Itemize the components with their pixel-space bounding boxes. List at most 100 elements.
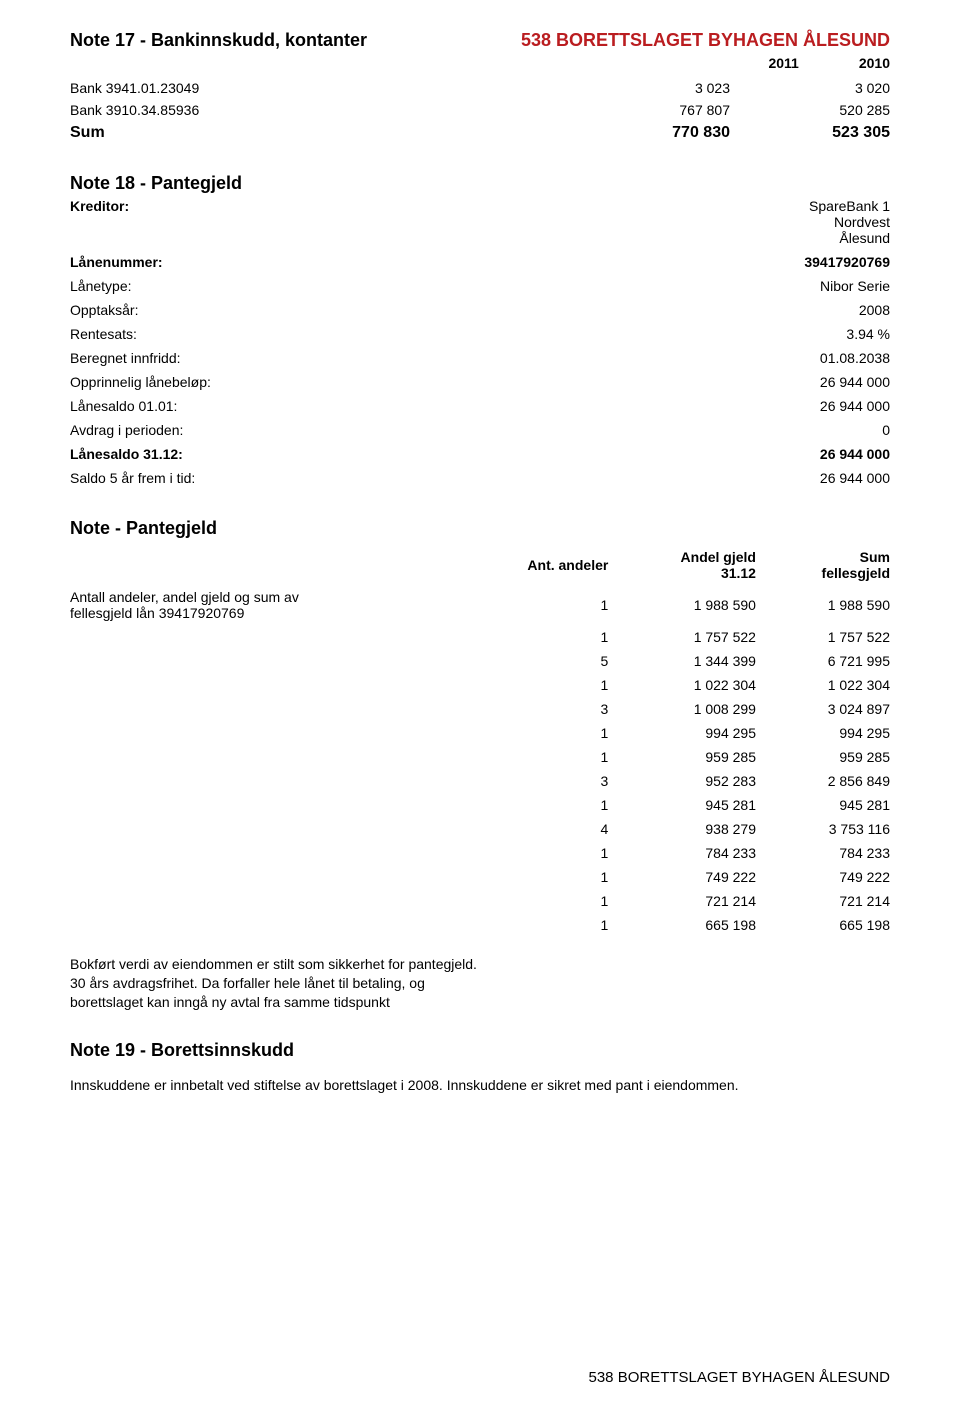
note-p-s: 1 757 522 bbox=[756, 625, 890, 649]
note-p-n: 1 bbox=[450, 625, 608, 649]
note18-value: 3.94 % bbox=[580, 322, 890, 346]
note-p-g: 938 279 bbox=[608, 817, 756, 841]
note18-row: Avdrag i perioden:0 bbox=[70, 418, 890, 442]
note18-row: Beregnet innfridd:01.08.2038 bbox=[70, 346, 890, 370]
note-p-s: 665 198 bbox=[756, 913, 890, 937]
note-p-row: 1749 222749 222 bbox=[70, 865, 890, 889]
bank-table: Bank 3941.01.230493 0233 020Bank 3910.34… bbox=[70, 77, 890, 145]
note-p-label bbox=[70, 793, 450, 817]
year-2010: 2010 bbox=[859, 55, 890, 71]
note-p-title: Note - Pantegjeld bbox=[70, 518, 890, 539]
note18-row: Lånetype:Nibor Serie bbox=[70, 274, 890, 298]
footer-brand: 538 BORETTSLAGET BYHAGEN ÅLESUND bbox=[589, 1369, 891, 1386]
bank-sum-row: Sum770 830523 305 bbox=[70, 121, 890, 145]
note-p-s: 3 753 116 bbox=[756, 817, 890, 841]
note-p-row: 1994 295994 295 bbox=[70, 721, 890, 745]
note-p-label bbox=[70, 889, 450, 913]
note-p-row: 4938 2793 753 116 bbox=[70, 817, 890, 841]
note18-label: Rentesats: bbox=[70, 322, 580, 346]
note18-value: Nibor Serie bbox=[580, 274, 890, 298]
note18-label: Kreditor: bbox=[70, 194, 580, 250]
note18-label: Beregnet innfridd: bbox=[70, 346, 580, 370]
note-p-g: 1 022 304 bbox=[608, 673, 756, 697]
year-2011: 2011 bbox=[768, 55, 798, 71]
note18-table: Kreditor:SpareBank 1 Nordvest ÅlesundLån… bbox=[70, 194, 890, 490]
bank-sum-label: Sum bbox=[70, 121, 630, 145]
note18-label: Saldo 5 år frem i tid: bbox=[70, 466, 580, 490]
note-p-g: 1 008 299 bbox=[608, 697, 756, 721]
note-p-n: 1 bbox=[450, 745, 608, 769]
note-p-s: 2 856 849 bbox=[756, 769, 890, 793]
note-p-row: 31 008 2993 024 897 bbox=[70, 697, 890, 721]
note-p-s: 749 222 bbox=[756, 865, 890, 889]
note-p-row: 1945 281945 281 bbox=[70, 793, 890, 817]
note-p-n: 1 bbox=[450, 673, 608, 697]
note18-label: Lånetype: bbox=[70, 274, 580, 298]
note-p-s: 721 214 bbox=[756, 889, 890, 913]
note-p-row: 51 344 3996 721 995 bbox=[70, 649, 890, 673]
note18-value: 26 944 000 bbox=[580, 442, 890, 466]
note-p-n: 4 bbox=[450, 817, 608, 841]
note18-value: SpareBank 1 Nordvest Ålesund bbox=[580, 194, 890, 250]
note19-title: Note 19 - Borettsinnskudd bbox=[70, 1040, 890, 1061]
note-p-s: 6 721 995 bbox=[756, 649, 890, 673]
note-p-table: Ant. andeler Andel gjeld 31.12 Sum felle… bbox=[70, 545, 890, 937]
note-p-s: 945 281 bbox=[756, 793, 890, 817]
note-p-label bbox=[70, 721, 450, 745]
note18-label: Opptaksår: bbox=[70, 298, 580, 322]
note-p-g: 1 988 590 bbox=[608, 585, 756, 625]
note-p-row: 11 022 3041 022 304 bbox=[70, 673, 890, 697]
bank-v2: 3 020 bbox=[790, 77, 890, 99]
note-p-g: 665 198 bbox=[608, 913, 756, 937]
note18-value: 0 bbox=[580, 418, 890, 442]
note-p-label bbox=[70, 697, 450, 721]
note-p-label bbox=[70, 625, 450, 649]
col-sum-fellesgjeld: Sum fellesgjeld bbox=[756, 545, 890, 585]
note-p-n: 1 bbox=[450, 865, 608, 889]
bank-v1: 3 023 bbox=[630, 77, 730, 99]
note-p-row: 1959 285959 285 bbox=[70, 745, 890, 769]
note-p-n: 5 bbox=[450, 649, 608, 673]
note-p-g: 994 295 bbox=[608, 721, 756, 745]
note-p-n: 1 bbox=[450, 721, 608, 745]
note-p-n: 1 bbox=[450, 585, 608, 625]
note-p-s: 1 988 590 bbox=[756, 585, 890, 625]
note18-label: Lånesaldo 01.01: bbox=[70, 394, 580, 418]
note-p-g: 945 281 bbox=[608, 793, 756, 817]
note-p-label bbox=[70, 865, 450, 889]
note-p-label bbox=[70, 649, 450, 673]
note18-row: Kreditor:SpareBank 1 Nordvest Ålesund bbox=[70, 194, 890, 250]
note-p-label bbox=[70, 745, 450, 769]
note18-label: Avdrag i perioden: bbox=[70, 418, 580, 442]
note18-value: 01.08.2038 bbox=[580, 346, 890, 370]
note-p-g: 721 214 bbox=[608, 889, 756, 913]
note-p-row: 1665 198665 198 bbox=[70, 913, 890, 937]
note-p-g: 952 283 bbox=[608, 769, 756, 793]
note-p-s: 784 233 bbox=[756, 841, 890, 865]
bank-label: Bank 3941.01.23049 bbox=[70, 77, 630, 99]
note18-title: Note 18 - Pantegjeld bbox=[70, 173, 890, 194]
note-p-n: 3 bbox=[450, 697, 608, 721]
note-p-row: 3952 2832 856 849 bbox=[70, 769, 890, 793]
note18-row: Saldo 5 år frem i tid:26 944 000 bbox=[70, 466, 890, 490]
note-p-g: 1 344 399 bbox=[608, 649, 756, 673]
note-p-row: 11 757 5221 757 522 bbox=[70, 625, 890, 649]
note17-title: Note 17 - Bankinnskudd, kontanter bbox=[70, 30, 367, 51]
note-p-label bbox=[70, 913, 450, 937]
note-p-s: 3 024 897 bbox=[756, 697, 890, 721]
note18-value: 39417920769 bbox=[580, 250, 890, 274]
note-p-row: 1721 214721 214 bbox=[70, 889, 890, 913]
bank-sum-v2: 523 305 bbox=[790, 121, 890, 145]
note18-row: Lånenummer:39417920769 bbox=[70, 250, 890, 274]
note18-value: 26 944 000 bbox=[580, 370, 890, 394]
note18-label: Lånesaldo 31.12: bbox=[70, 442, 580, 466]
note-p-g: 1 757 522 bbox=[608, 625, 756, 649]
note-p-g: 959 285 bbox=[608, 745, 756, 769]
note-p-n: 1 bbox=[450, 889, 608, 913]
bank-v1: 767 807 bbox=[630, 99, 730, 121]
note-p-label bbox=[70, 673, 450, 697]
note-p-label bbox=[70, 817, 450, 841]
note-p-g: 749 222 bbox=[608, 865, 756, 889]
note-p-n: 1 bbox=[450, 913, 608, 937]
note-p-n: 1 bbox=[450, 841, 608, 865]
